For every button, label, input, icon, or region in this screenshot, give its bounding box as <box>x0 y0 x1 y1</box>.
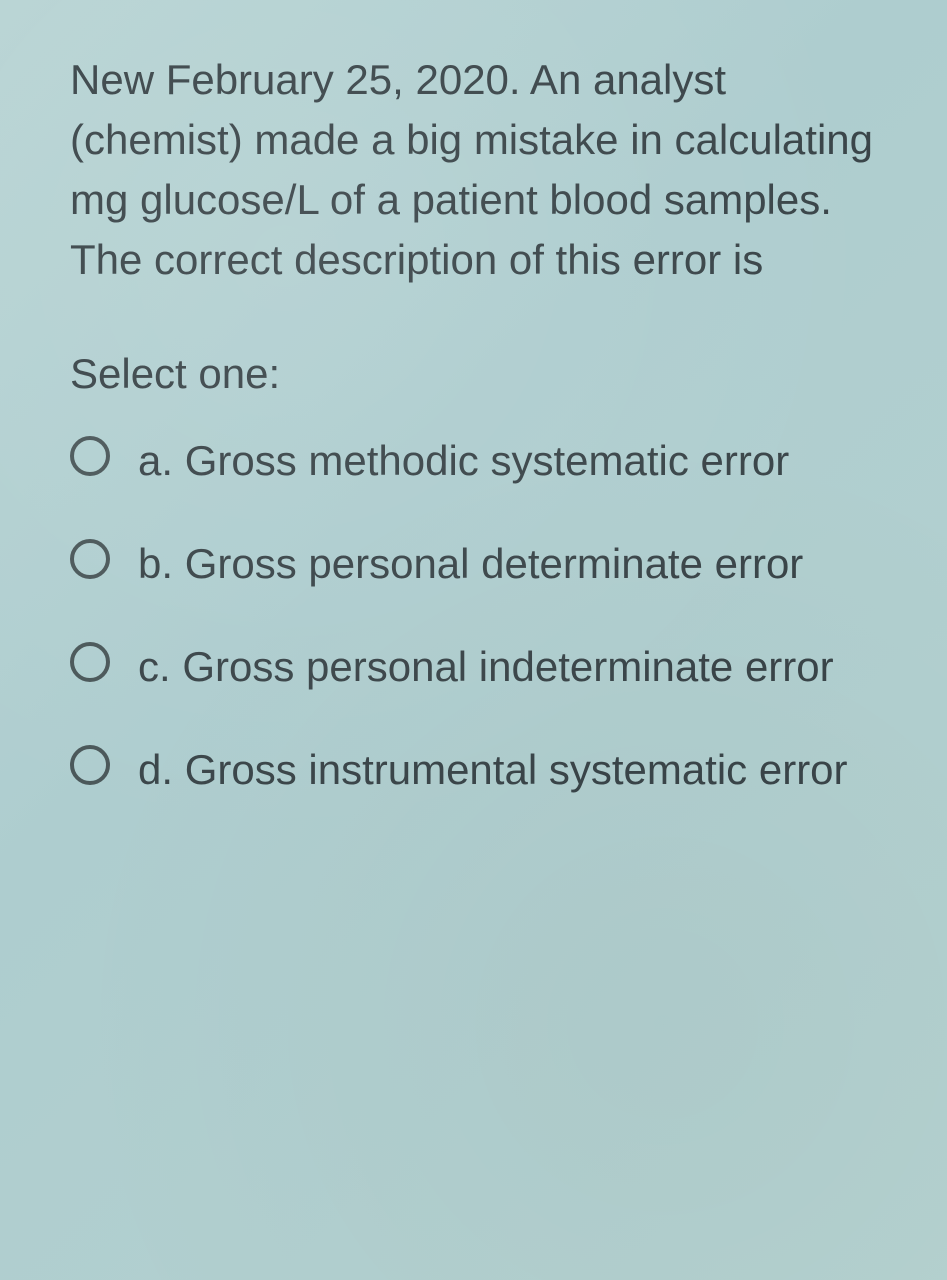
option-d-text: d. Gross instrumental systematic error <box>138 737 848 802</box>
question-text: New February 25, 2020. An analyst (chemi… <box>70 50 892 290</box>
option-d[interactable]: d. Gross instrumental systematic error <box>70 737 892 802</box>
option-a-text: a. Gross methodic systematic error <box>138 428 789 493</box>
option-c[interactable]: c. Gross personal indeterminate error <box>70 634 892 699</box>
select-one-label: Select one: <box>70 350 892 398</box>
radio-a[interactable] <box>70 436 110 476</box>
option-b-text: b. Gross personal determinate error <box>138 531 803 596</box>
option-c-text: c. Gross personal indeterminate error <box>138 634 834 699</box>
option-b[interactable]: b. Gross personal determinate error <box>70 531 892 596</box>
option-a[interactable]: a. Gross methodic systematic error <box>70 428 892 493</box>
radio-c[interactable] <box>70 642 110 682</box>
radio-b[interactable] <box>70 539 110 579</box>
options-container: a. Gross methodic systematic error b. Gr… <box>70 428 892 802</box>
radio-d[interactable] <box>70 745 110 785</box>
